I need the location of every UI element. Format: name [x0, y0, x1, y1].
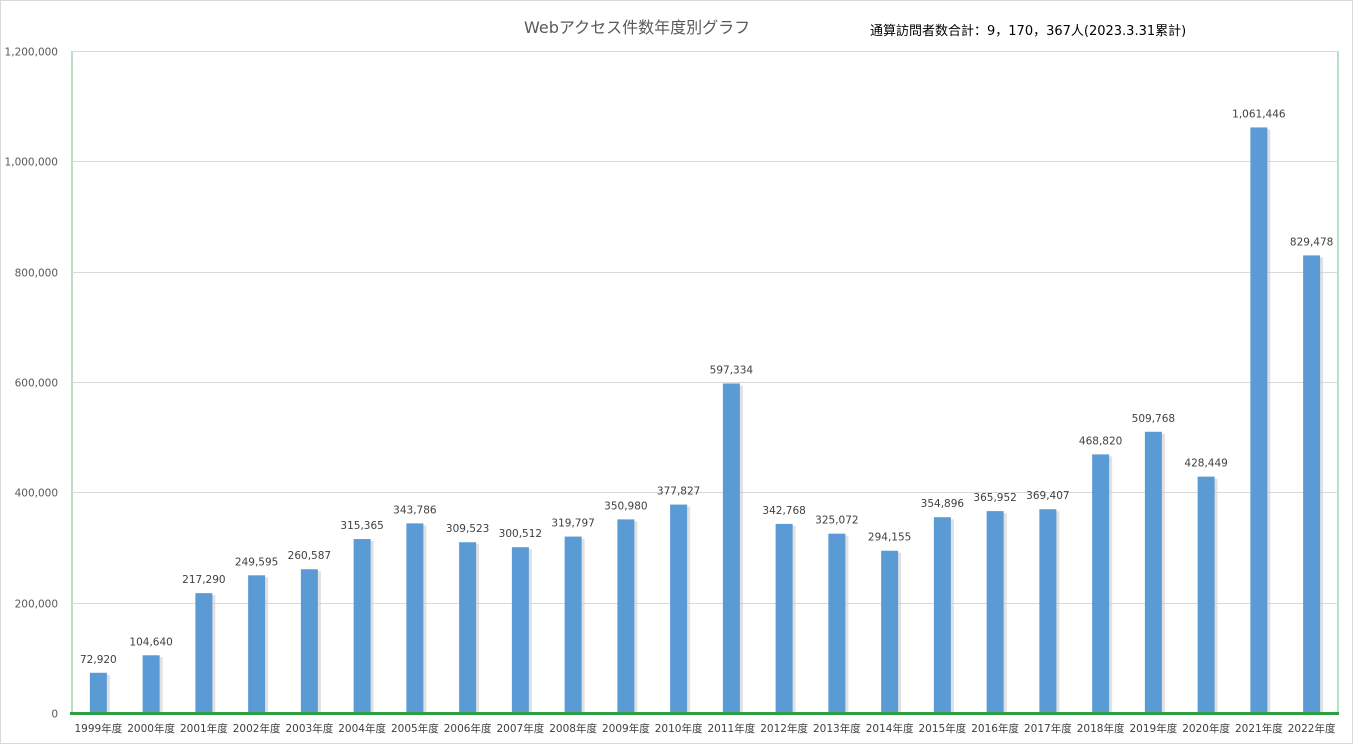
bar-value-label: 829,478 [1290, 236, 1333, 248]
x-tick-label: 2010年度 [655, 722, 703, 735]
y-tick-label: 1,000,000 [5, 157, 58, 169]
x-tick-label: 2014年度 [866, 722, 914, 735]
bar [406, 523, 424, 713]
bar-value-label: 350,980 [604, 500, 647, 512]
bar-value-label: 597,334 [710, 364, 754, 376]
bar-value-label: 468,820 [1079, 435, 1122, 447]
bar [1197, 476, 1215, 713]
y-tick-label: 400,000 [15, 488, 58, 500]
bar [1250, 127, 1268, 714]
bar-value-label: 377,827 [657, 486, 700, 498]
x-tick-label: 2009年度 [602, 722, 650, 735]
bar [142, 655, 160, 713]
gridlines [71, 51, 1339, 713]
visitor-total-annotation: 通算訪問者数合計：9，170，367人(2023.3.31累計) [870, 24, 1187, 39]
bar [1039, 509, 1057, 713]
bar [300, 569, 318, 713]
x-tick-label: 2016年度 [971, 722, 1019, 735]
bar-value-label: 249,595 [235, 556, 278, 568]
bar [828, 533, 846, 713]
bar-value-label: 428,449 [1184, 458, 1227, 470]
bar [775, 523, 793, 713]
x-tick-label: 1999年度 [75, 722, 123, 735]
bar [933, 517, 951, 713]
chart-title: Webアクセス件数年度別グラフ [524, 18, 751, 37]
bar-value-label: 319,797 [551, 518, 594, 530]
x-tick-label: 2018年度 [1077, 722, 1125, 735]
x-tick-label: 2002年度 [233, 722, 281, 735]
x-tick-label: 2011年度 [708, 722, 756, 735]
bars [70, 127, 1339, 715]
y-tick-label: 200,000 [15, 599, 58, 611]
x-tick-label: 2005年度 [391, 722, 439, 735]
x-tick-label: 2017年度 [1024, 722, 1072, 735]
x-axis-tick-labels: 1999年度 2000年度 2001年度 2002年度 2003年度 2004年度 2005… [75, 722, 1336, 735]
bar [1092, 454, 1110, 713]
bar-value-label: 315,365 [340, 520, 383, 532]
bar-value-label: 369,407 [1026, 490, 1069, 502]
bar-value-label: 294,155 [868, 532, 911, 544]
y-axis-tick-labels: 0 200,000 400,000 600,000 800,000 1,000,000 1,… [5, 47, 58, 721]
bar-value-label: 365,952 [973, 492, 1016, 504]
bar-value-label: 343,786 [393, 504, 437, 516]
bar [248, 575, 266, 713]
y-tick-label: 600,000 [15, 378, 58, 390]
x-tick-label: 2008年度 [549, 722, 597, 735]
bar [617, 519, 635, 713]
bar [89, 672, 107, 713]
x-tick-label: 2013年度 [813, 722, 861, 735]
x-tick-label: 2004年度 [338, 722, 386, 735]
bar-value-label: 1,061,446 [1232, 108, 1286, 120]
x-tick-label: 2022年度 [1288, 722, 1336, 735]
bar-value-label: 260,587 [288, 550, 331, 562]
bar-value-label: 217,290 [182, 574, 225, 586]
y-tick-label: 1,200,000 [5, 47, 58, 59]
bar [511, 547, 529, 713]
bar [986, 511, 1004, 713]
x-tick-label: 2001年度 [180, 722, 228, 735]
bar [670, 504, 688, 713]
bar-value-label: 509,768 [1132, 413, 1175, 425]
bar-value-label: 342,768 [762, 505, 805, 517]
x-tick-label: 2003年度 [286, 722, 334, 735]
data-labels: 72,920 104,640 217,290 249,595 260,587 315,36… [80, 108, 1333, 665]
x-tick-label: 2006年度 [444, 722, 492, 735]
bar [459, 542, 477, 713]
bar [722, 383, 740, 713]
bar-value-label: 309,523 [446, 523, 489, 535]
bar [195, 593, 213, 713]
x-tick-label: 2019年度 [1130, 722, 1178, 735]
bar [1144, 431, 1162, 713]
bar [564, 536, 582, 713]
bar [881, 550, 899, 713]
x-tick-label: 2015年度 [919, 722, 967, 735]
x-tick-label: 2000年度 [127, 722, 175, 735]
x-tick-label: 2020年度 [1182, 722, 1230, 735]
bar-value-label: 354,896 [921, 498, 965, 510]
bar-value-label: 300,512 [499, 528, 542, 540]
x-tick-label: 2007年度 [497, 722, 545, 735]
bar [353, 539, 371, 713]
y-tick-label: 0 [51, 709, 58, 721]
bar [1303, 255, 1321, 713]
bar-value-label: 325,072 [815, 515, 858, 527]
bar-value-label: 72,920 [80, 654, 117, 666]
y-tick-label: 800,000 [15, 268, 58, 280]
x-tick-label: 2021年度 [1235, 722, 1283, 735]
bar-value-label: 104,640 [129, 636, 172, 648]
x-tick-label: 2012年度 [760, 722, 808, 735]
